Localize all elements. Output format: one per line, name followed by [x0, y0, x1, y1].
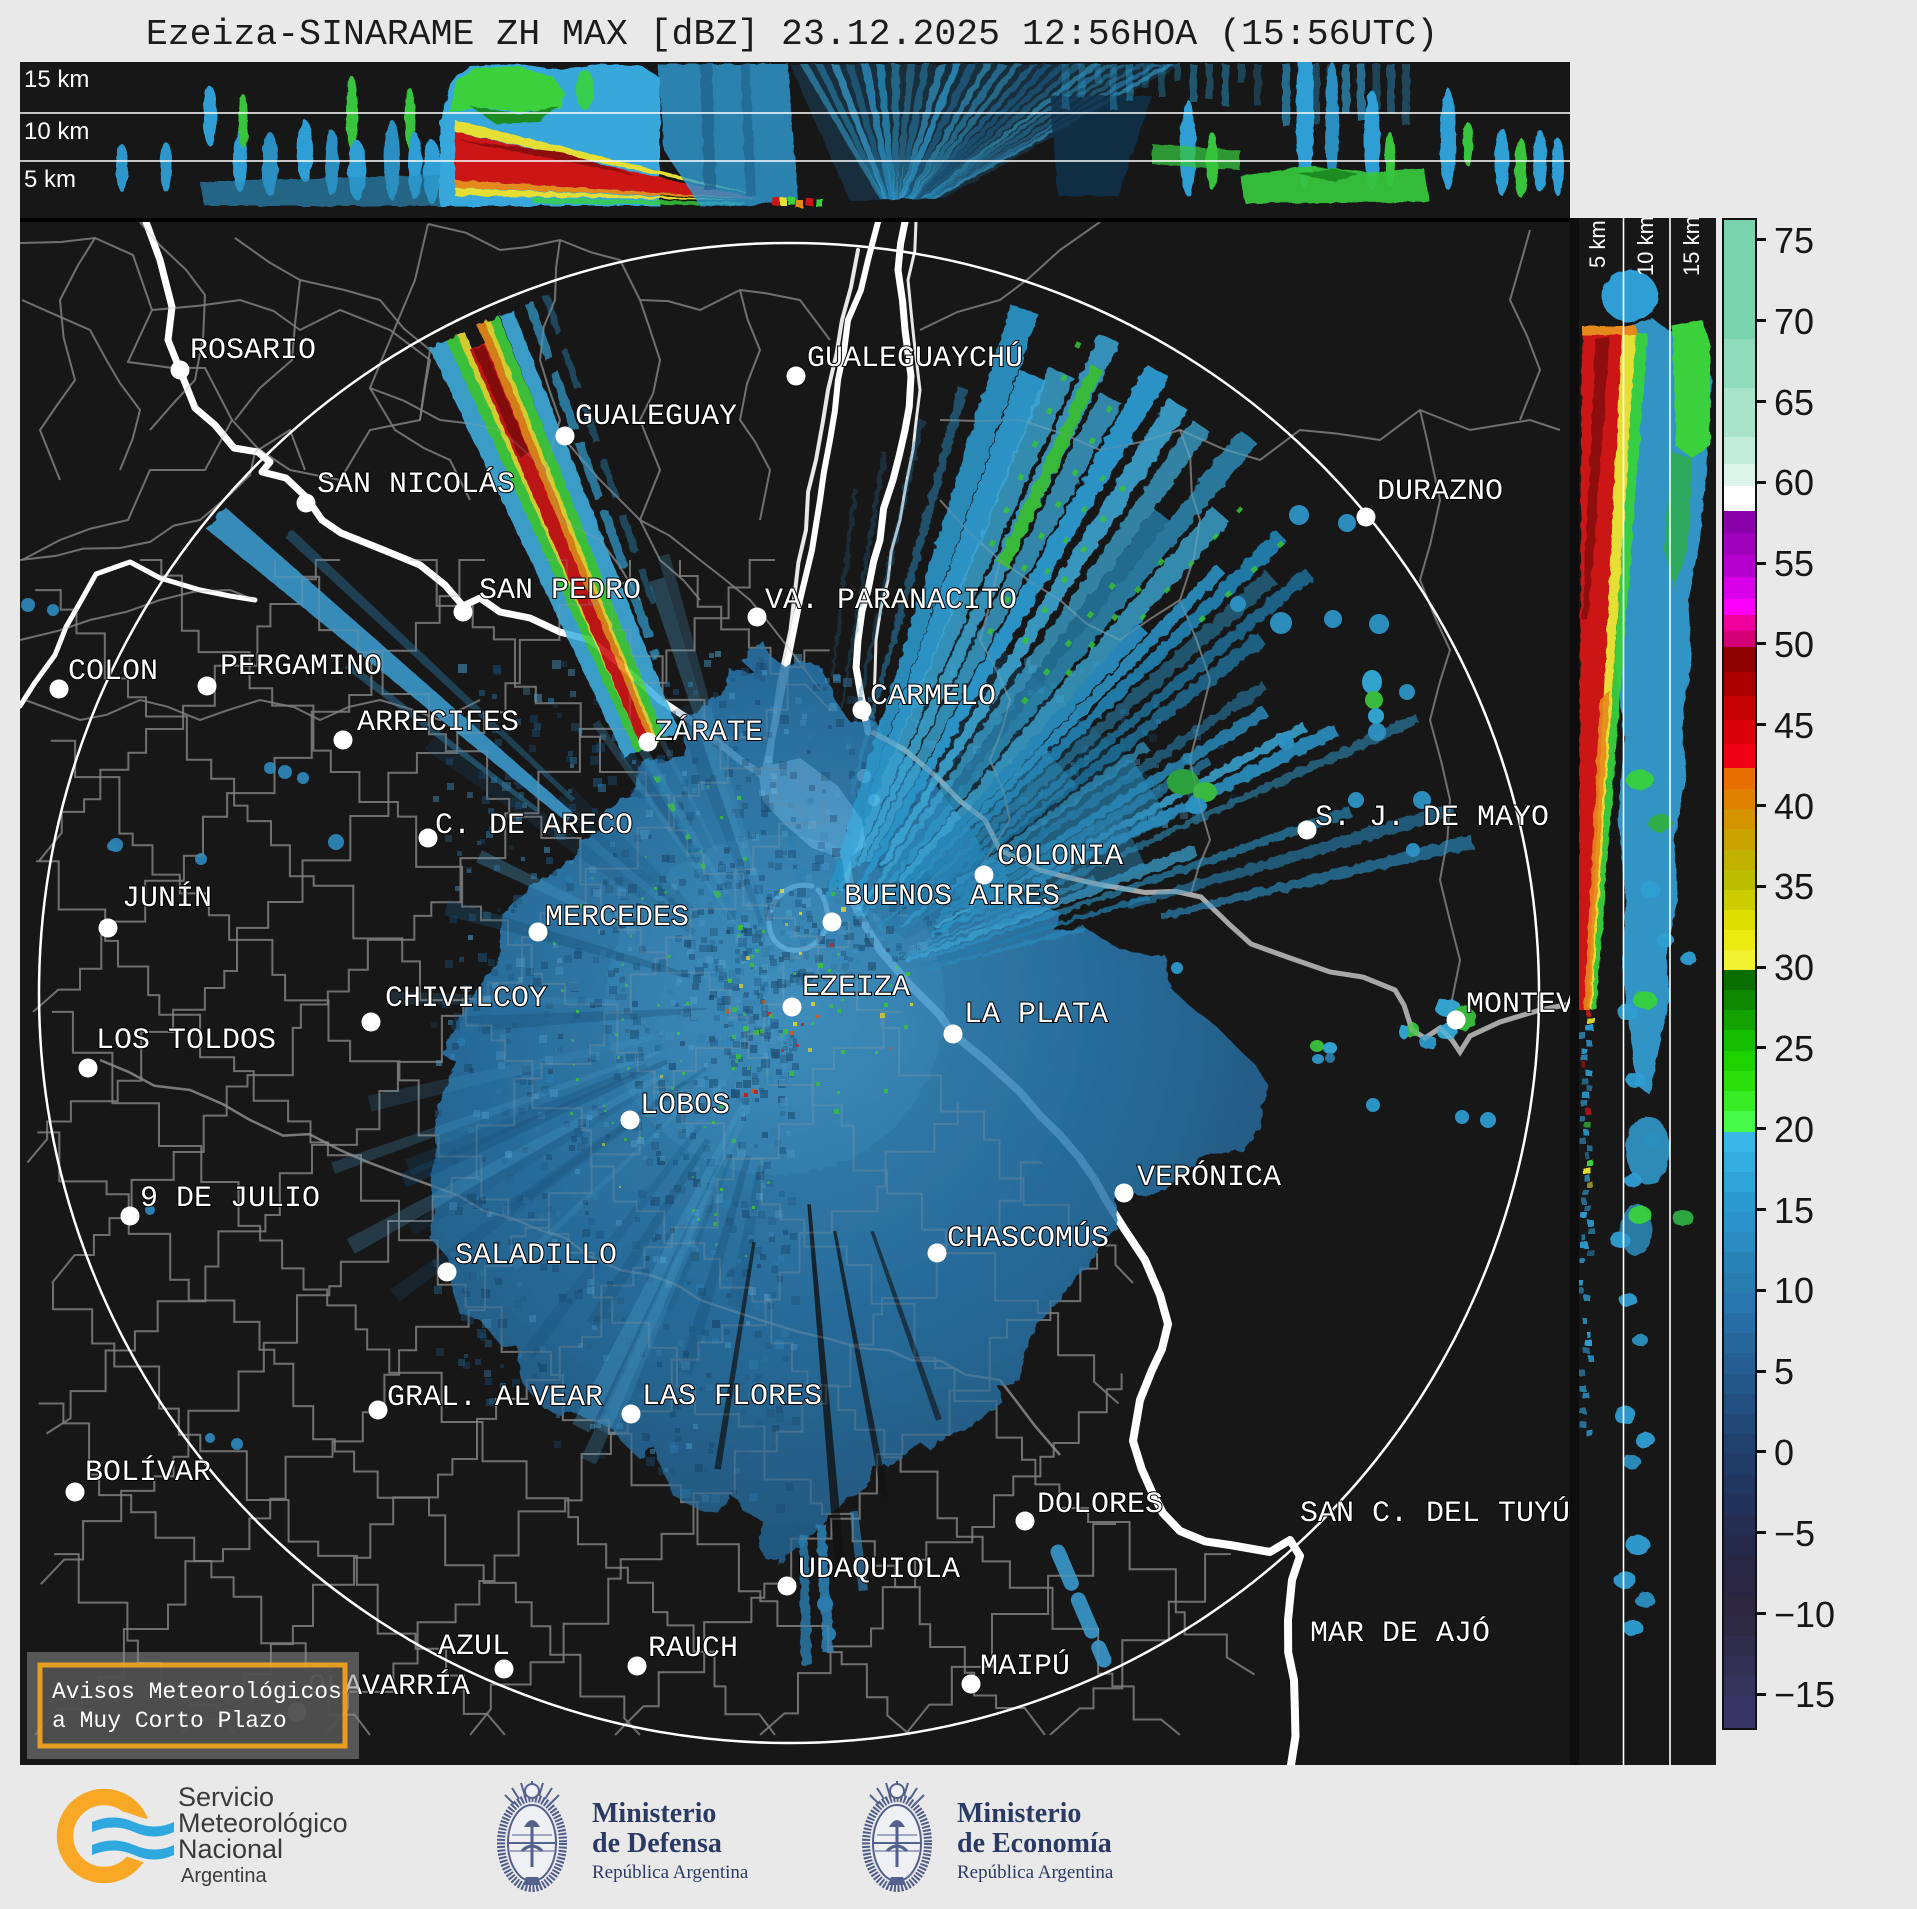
svg-text:a Muy Corto Plazo: a Muy Corto Plazo [52, 1708, 287, 1734]
svg-text:5 km: 5 km [1585, 220, 1610, 268]
svg-text:LA PLATA: LA PLATA [964, 998, 1108, 1032]
svg-text:JUNÍN: JUNÍN [122, 881, 212, 916]
svg-text:ROSARIO: ROSARIO [190, 334, 316, 368]
svg-text:de Defensa: de Defensa [592, 1828, 722, 1859]
svg-text:MONTEVI: MONTEVI [1466, 988, 1570, 1022]
svg-text:UDAQUIOLA: UDAQUIOLA [798, 1553, 960, 1587]
svg-text:GRAL. ALVEAR: GRAL. ALVEAR [387, 1381, 603, 1415]
svg-text:SAN C. DEL TUYÚ: SAN C. DEL TUYÚ [1300, 1496, 1570, 1531]
svg-text:EZEIZA: EZEIZA [802, 971, 910, 1005]
svg-text:Nacional: Nacional [178, 1834, 283, 1864]
svg-text:República Argentina: República Argentina [957, 1862, 1114, 1883]
svg-text:ZÁRATE: ZÁRATE [655, 715, 763, 750]
svg-text:DOLORES: DOLORES [1037, 1488, 1163, 1522]
svg-text:C. DE ARECO: C. DE ARECO [435, 809, 633, 843]
svg-text:10 km: 10 km [24, 118, 89, 145]
svg-text:MERCEDES: MERCEDES [545, 901, 689, 935]
svg-text:GUALEGUAY: GUALEGUAY [575, 400, 737, 434]
svg-text:15 km: 15 km [1679, 218, 1704, 276]
svg-text:S. J. DE MAYO: S. J. DE MAYO [1315, 801, 1549, 835]
svg-text:9 DE JULIO: 9 DE JULIO [140, 1182, 320, 1216]
svg-text:LOBOS: LOBOS [640, 1089, 730, 1123]
svg-text:CHASCOMÚS: CHASCOMÚS [947, 1221, 1109, 1256]
svg-text:Argentina: Argentina [181, 1865, 267, 1887]
svg-text:Ministerio: Ministerio [957, 1798, 1081, 1829]
svg-text:VERÓNICA: VERÓNICA [1137, 1160, 1281, 1195]
svg-text:VA. PARANACITO: VA. PARANACITO [765, 584, 1017, 618]
svg-text:Servicio: Servicio [178, 1782, 274, 1812]
svg-text:GUALEGUAYCHÚ: GUALEGUAYCHÚ [807, 341, 1023, 376]
svg-text:COLONIA: COLONIA [997, 840, 1123, 874]
svg-text:de Economía: de Economía [957, 1828, 1112, 1859]
svg-text:MAIPÚ: MAIPÚ [980, 1649, 1070, 1684]
svg-text:SAN PEDRO: SAN PEDRO [479, 574, 641, 608]
svg-text:MAR DE AJÓ: MAR DE AJÓ [1310, 1616, 1490, 1651]
svg-text:10 km: 10 km [1633, 218, 1658, 276]
svg-text:CHIVILCOY: CHIVILCOY [385, 982, 547, 1016]
svg-text:CARMELO: CARMELO [870, 680, 996, 714]
svg-text:LAS FLORES: LAS FLORES [642, 1380, 822, 1414]
svg-text:RAUCH: RAUCH [648, 1632, 738, 1666]
svg-text:Ministerio: Ministerio [592, 1798, 716, 1829]
svg-text:República Argentina: República Argentina [592, 1862, 749, 1883]
svg-text:BOLÍVAR: BOLÍVAR [85, 1455, 211, 1490]
svg-text:PERGAMINO: PERGAMINO [220, 650, 382, 684]
svg-text:BUENOS AIRES: BUENOS AIRES [844, 880, 1060, 914]
svg-text:AZUL: AZUL [438, 1630, 510, 1664]
svg-text:Meteorológico: Meteorológico [178, 1808, 348, 1838]
svg-text:ARRECIFES: ARRECIFES [357, 706, 519, 740]
svg-text:DURAZNO: DURAZNO [1377, 475, 1503, 509]
svg-text:15 km: 15 km [24, 66, 89, 93]
svg-text:SALADILLO: SALADILLO [455, 1239, 617, 1273]
svg-text:COLON: COLON [68, 655, 158, 689]
svg-text:Avisos Meteorológicos: Avisos Meteorológicos [52, 1679, 342, 1705]
svg-text:SAN NICOLÁS: SAN NICOLÁS [317, 467, 515, 502]
svg-text:5 km: 5 km [24, 166, 76, 193]
svg-text:LOS TOLDOS: LOS TOLDOS [96, 1024, 276, 1058]
